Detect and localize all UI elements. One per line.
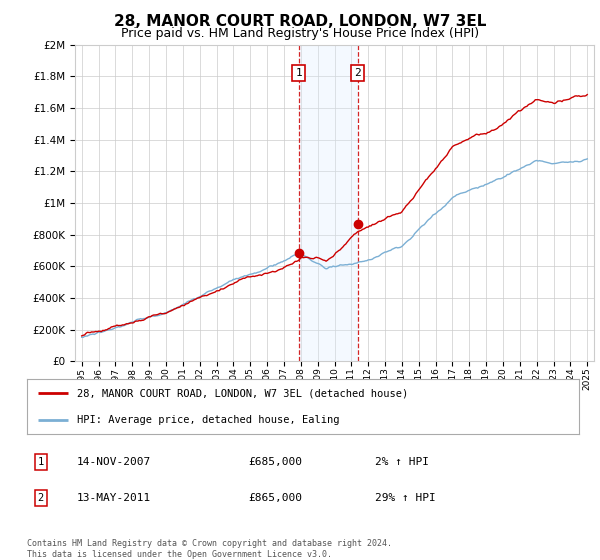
Text: 13-MAY-2011: 13-MAY-2011 (77, 493, 151, 503)
Text: 28, MANOR COURT ROAD, LONDON, W7 3EL: 28, MANOR COURT ROAD, LONDON, W7 3EL (114, 14, 486, 29)
Text: HPI: Average price, detached house, Ealing: HPI: Average price, detached house, Eali… (77, 415, 339, 424)
Text: Contains HM Land Registry data © Crown copyright and database right 2024.
This d: Contains HM Land Registry data © Crown c… (27, 539, 392, 559)
Text: 1: 1 (38, 457, 44, 467)
Text: 29% ↑ HPI: 29% ↑ HPI (375, 493, 436, 503)
Text: 2: 2 (354, 68, 361, 78)
Text: 1: 1 (295, 68, 302, 78)
Text: 2% ↑ HPI: 2% ↑ HPI (375, 457, 429, 467)
Text: £685,000: £685,000 (248, 457, 302, 467)
Text: Price paid vs. HM Land Registry's House Price Index (HPI): Price paid vs. HM Land Registry's House … (121, 27, 479, 40)
Text: £865,000: £865,000 (248, 493, 302, 503)
Bar (299, 45, 358, 361)
Text: 28, MANOR COURT ROAD, LONDON, W7 3EL (detached house): 28, MANOR COURT ROAD, LONDON, W7 3EL (de… (77, 389, 408, 398)
Text: 2: 2 (38, 493, 44, 503)
Text: 14-NOV-2007: 14-NOV-2007 (77, 457, 151, 467)
